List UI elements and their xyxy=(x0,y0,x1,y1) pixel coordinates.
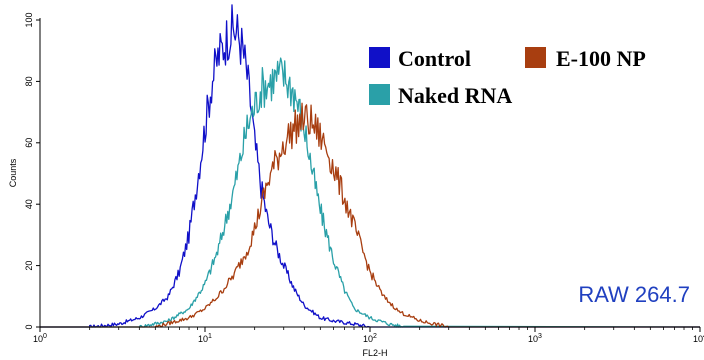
x-tick-label: 100 xyxy=(33,333,47,344)
legend-label-e100np: E-100 NP xyxy=(556,46,646,71)
x-tick-label: 102 xyxy=(363,333,377,344)
y-tick-label: 40 xyxy=(24,199,34,209)
y-tick-label: 60 xyxy=(24,138,34,148)
x-tick-label: 101 xyxy=(198,333,212,344)
y-tick-label: 100 xyxy=(24,12,34,27)
annotation-raw-264-7: RAW 264.7 xyxy=(578,282,690,307)
axes-group: 0 20 40 60 80 100 100 101 102 103 104 xyxy=(24,12,704,344)
series-group xyxy=(40,4,701,328)
x-tick-label: 103 xyxy=(528,333,542,344)
y-tick-label: 0 xyxy=(24,324,34,329)
x-axis-title: FL2-H xyxy=(362,348,387,358)
series-line-e-100-np xyxy=(40,102,700,328)
legend-label-naked-rna: Naked RNA xyxy=(398,83,512,108)
legend-swatch-naked-rna xyxy=(369,84,390,105)
y-tick-label: 80 xyxy=(24,76,34,86)
x-tick-label: 104 xyxy=(693,333,704,344)
legend-swatch-control xyxy=(369,47,390,68)
y-tick-label: 20 xyxy=(24,261,34,271)
legend: Control E-100 NP Naked RNA xyxy=(369,46,646,108)
legend-swatch-e100np xyxy=(525,47,546,68)
series-line-control xyxy=(40,4,700,328)
y-axis-title: Counts xyxy=(8,158,18,187)
series-line-naked-rna xyxy=(40,57,701,328)
legend-label-control: Control xyxy=(398,46,471,71)
